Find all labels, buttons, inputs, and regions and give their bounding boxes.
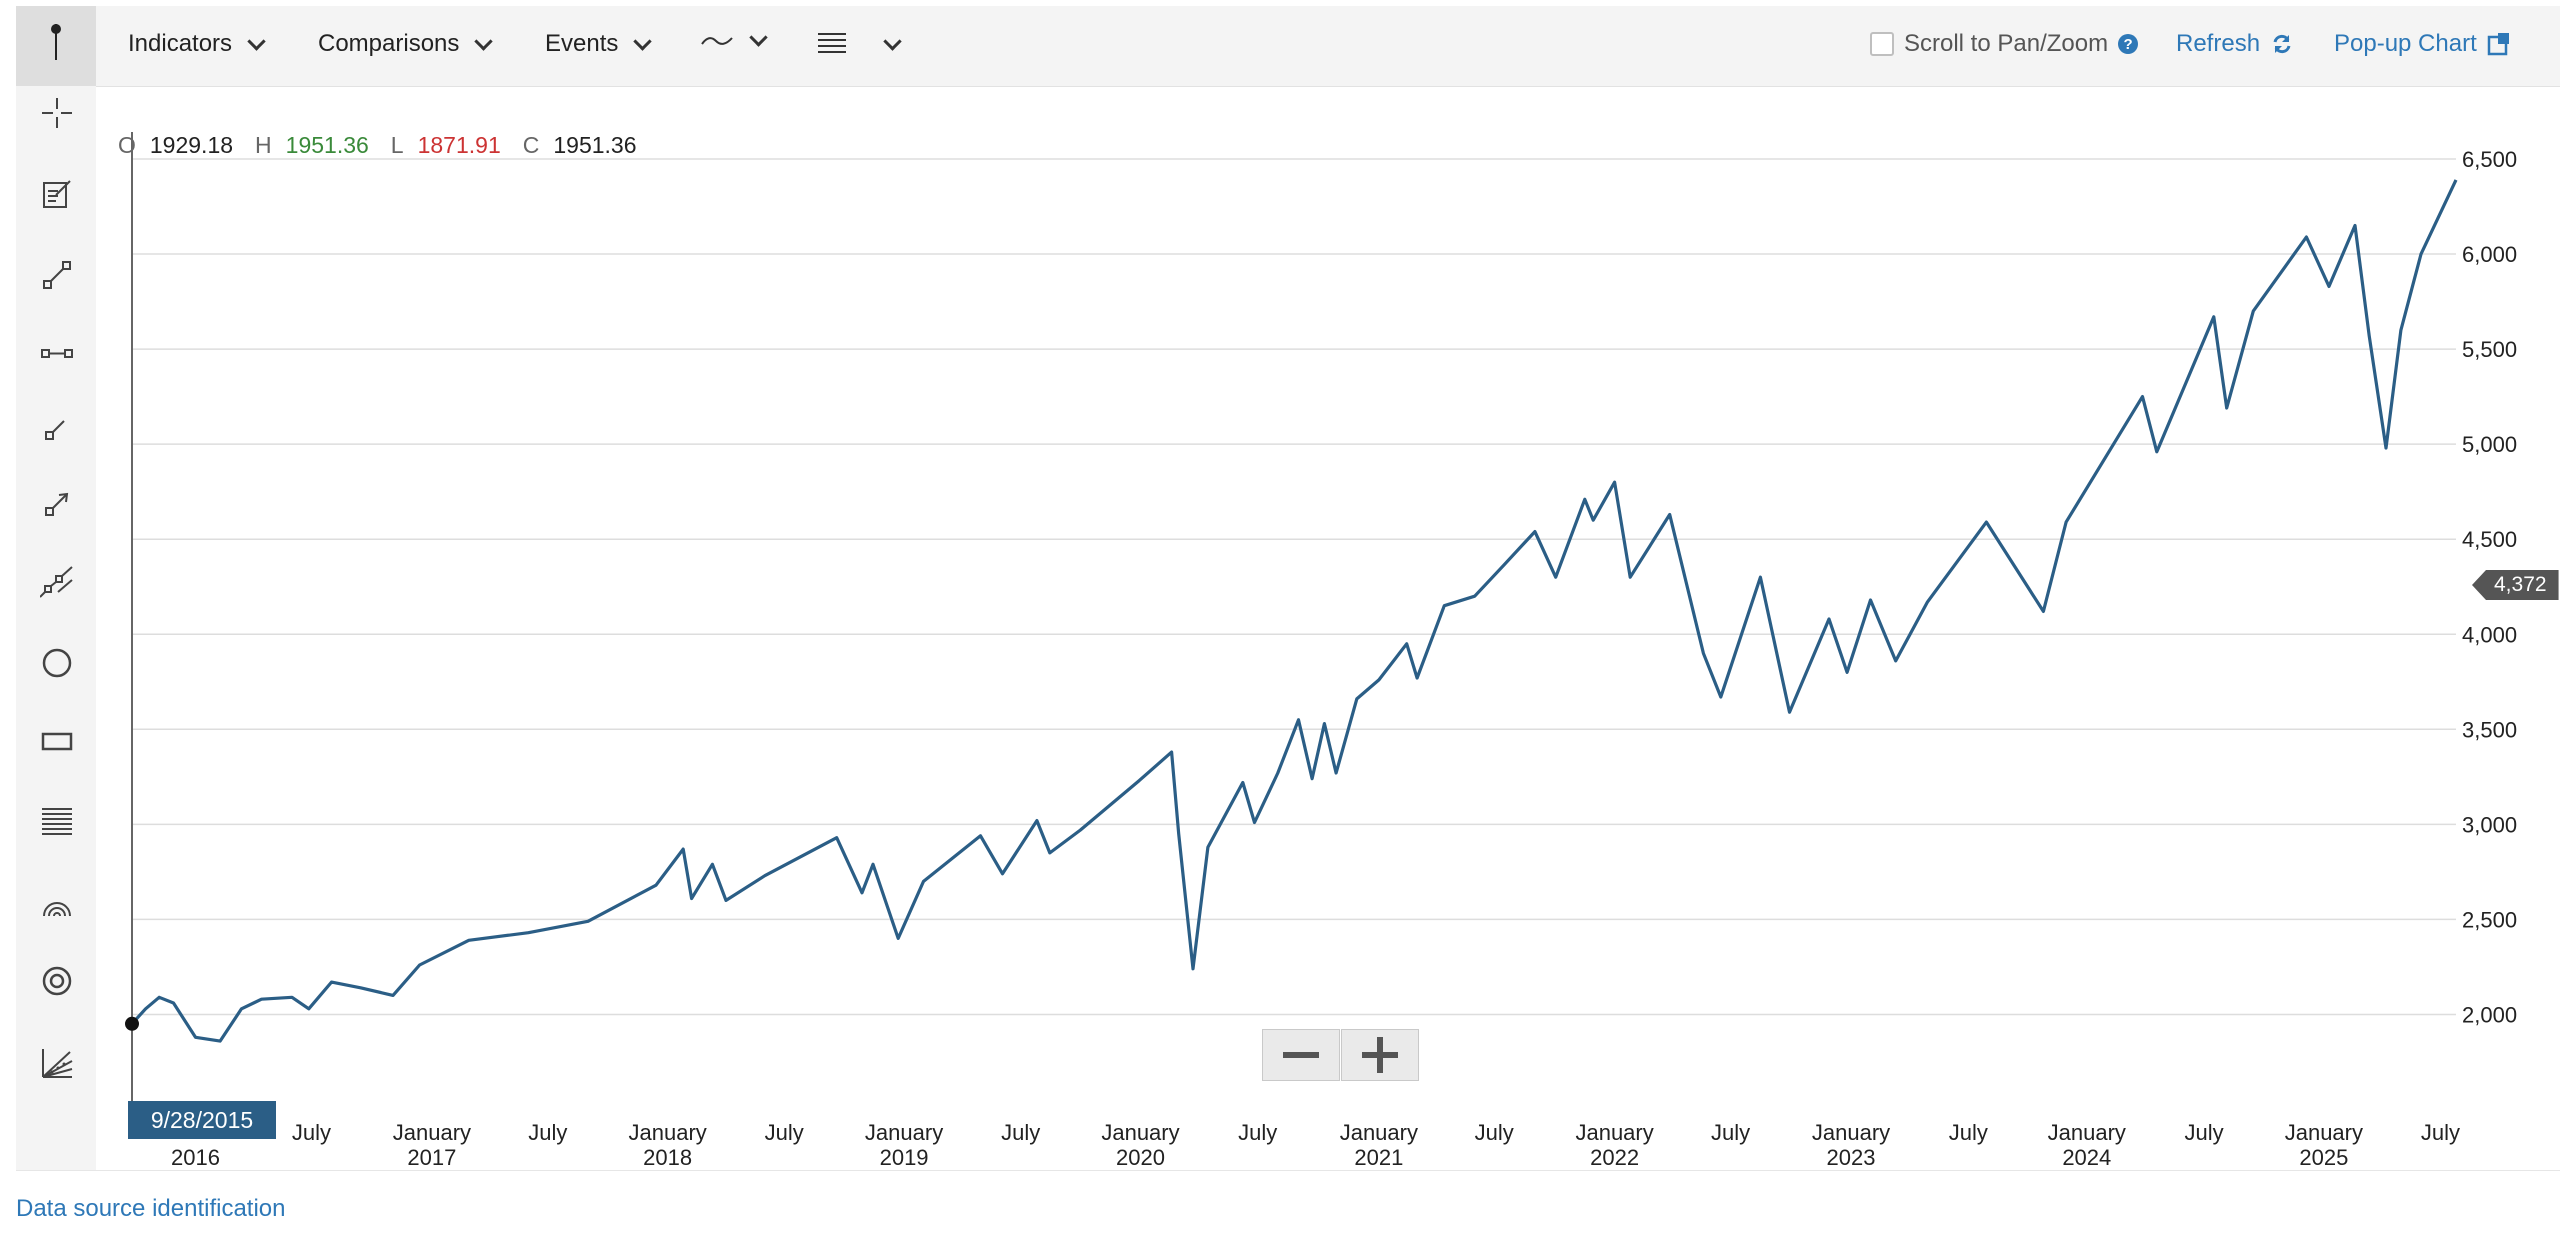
x-tick-label: July xyxy=(2421,1120,2460,1145)
rectangle-icon[interactable] xyxy=(40,724,74,758)
pin-head xyxy=(51,24,61,34)
x-tick-year-label: 2019 xyxy=(880,1145,929,1170)
indicators-menu[interactable]: Indicators xyxy=(128,30,266,58)
minus-icon xyxy=(1283,1052,1319,1058)
price-series-line xyxy=(130,179,2458,1043)
x-tick-label: January xyxy=(865,1120,943,1145)
refresh-label: Refresh xyxy=(2176,30,2261,57)
popup-chart-label: Pop-up Chart xyxy=(2334,30,2477,57)
line-tool-icon[interactable] xyxy=(40,258,74,292)
chart-grid xyxy=(132,158,2456,1016)
divider xyxy=(16,1170,2560,1171)
x-tick-label: January xyxy=(1101,1120,1179,1145)
help-icon[interactable]: ? xyxy=(2118,34,2139,54)
channel-icon[interactable] xyxy=(40,564,74,598)
y-tick-label: 6,000 xyxy=(2462,242,2517,267)
price-marker-badge: 4,372 xyxy=(2472,570,2559,600)
zoom-out-button[interactable] xyxy=(1262,1029,1340,1081)
refresh-icon xyxy=(2273,34,2291,54)
display-options-menu[interactable] xyxy=(816,30,902,58)
chart-type-menu[interactable] xyxy=(700,27,768,50)
x-tick-year-label: 2021 xyxy=(1354,1145,1403,1170)
circle-icon[interactable] xyxy=(40,646,74,680)
events-label: Events xyxy=(545,30,619,57)
x-tick-label: July xyxy=(1238,1120,1277,1145)
gann-fan-icon[interactable] xyxy=(40,1046,74,1080)
low-value: 1871.91 xyxy=(417,132,501,158)
x-tick-label: July xyxy=(2184,1120,2223,1145)
indicators-label: Indicators xyxy=(128,30,233,57)
data-source-link[interactable]: Data source identification xyxy=(16,1195,286,1222)
x-tick-label: January xyxy=(393,1120,471,1145)
y-tick-label: 4,000 xyxy=(2462,622,2517,647)
refresh-button[interactable]: Refresh xyxy=(2176,30,2294,58)
scroll-zoom-toggle[interactable]: Scroll to Pan/Zoom ? xyxy=(1870,30,2139,58)
high-value: 1951.36 xyxy=(285,132,369,158)
x-tick-label: July xyxy=(528,1120,567,1145)
fibonacci-icon[interactable] xyxy=(40,804,74,838)
y-tick-label: 4,500 xyxy=(2462,527,2517,552)
crosshair-icon[interactable] xyxy=(40,96,74,130)
x-tick-year-label: 2016 xyxy=(171,1145,220,1170)
y-tick-label: 2,000 xyxy=(2462,1002,2517,1027)
y-tick-label: 2,500 xyxy=(2462,907,2517,932)
scroll-zoom-label: Scroll to Pan/Zoom xyxy=(1904,30,2109,57)
popup-chart-button[interactable]: Pop-up Chart xyxy=(2334,30,2511,58)
x-tick-label: January xyxy=(2285,1120,2363,1145)
x-tick-label: January xyxy=(1340,1120,1418,1145)
x-tick-year-label: 2024 xyxy=(2062,1145,2111,1170)
plus-icon xyxy=(1362,1037,1398,1073)
horizontal-segment-icon[interactable] xyxy=(40,336,74,370)
display-options-icon xyxy=(818,33,846,53)
x-tick-year-label: 2025 xyxy=(2299,1145,2348,1170)
annotation-icon[interactable] xyxy=(40,177,74,211)
x-tick-label: July xyxy=(765,1120,804,1145)
comparisons-label: Comparisons xyxy=(318,30,460,57)
low-label: L xyxy=(390,132,404,158)
ohlc-readout: O 1929.18 H 1951.36 L 1871.91 C 1951.36 xyxy=(118,132,637,159)
x-tick-label: January xyxy=(2048,1120,2126,1145)
close-value: 1951.36 xyxy=(553,132,637,158)
events-menu[interactable]: Events xyxy=(545,30,653,58)
crosshair-date-badge: 9/28/2015 xyxy=(128,1101,276,1139)
y-axis: 2,000 2,500 3,000 3,500 4,000 4,500 5,000 5,500… xyxy=(2462,147,2517,1027)
x-tick-year-label: 2017 xyxy=(407,1145,456,1170)
pin-icon xyxy=(55,24,57,60)
x-tick-label: July xyxy=(1949,1120,1988,1145)
comparisons-menu[interactable]: Comparisons xyxy=(318,30,494,58)
x-tick-label: July xyxy=(1711,1120,1750,1145)
x-tick-year-label: 2018 xyxy=(643,1145,692,1170)
target-icon[interactable] xyxy=(40,964,74,998)
y-tick-label: 3,000 xyxy=(2462,812,2517,837)
x-tick-label: July xyxy=(292,1120,331,1145)
x-tick-label: July xyxy=(1001,1120,1040,1145)
x-tick-year-label: 2023 xyxy=(1827,1145,1876,1170)
y-tick-label: 3,500 xyxy=(2462,717,2517,742)
y-tick-label: 5,000 xyxy=(2462,432,2517,457)
y-tick-label: 6,500 xyxy=(2462,147,2517,172)
ray-icon[interactable] xyxy=(40,412,74,446)
x-tick-label: July xyxy=(1475,1120,1514,1145)
x-tick-label: January xyxy=(629,1120,707,1145)
line-chart-type-icon xyxy=(701,37,733,45)
close-label: C xyxy=(522,132,540,158)
x-tick-label: January xyxy=(1575,1120,1653,1145)
pin-tool-button[interactable] xyxy=(16,6,96,86)
x-tick-year-label: 2020 xyxy=(1116,1145,1165,1170)
x-tick-label: January xyxy=(1812,1120,1890,1145)
arrow-icon[interactable] xyxy=(40,488,74,522)
popup-window-icon xyxy=(2487,33,2509,56)
crosshair-point xyxy=(125,1016,139,1031)
high-label: H xyxy=(255,132,272,158)
open-value: 1929.18 xyxy=(149,132,234,158)
zoom-in-button[interactable] xyxy=(1341,1029,1419,1081)
drawing-tools-sidebar xyxy=(16,86,96,1170)
x-tick-year-label: 2022 xyxy=(1590,1145,1639,1170)
y-tick-label: 5,500 xyxy=(2462,337,2517,362)
scroll-zoom-checkbox[interactable] xyxy=(1870,32,1894,56)
arc-icon[interactable] xyxy=(40,886,74,920)
